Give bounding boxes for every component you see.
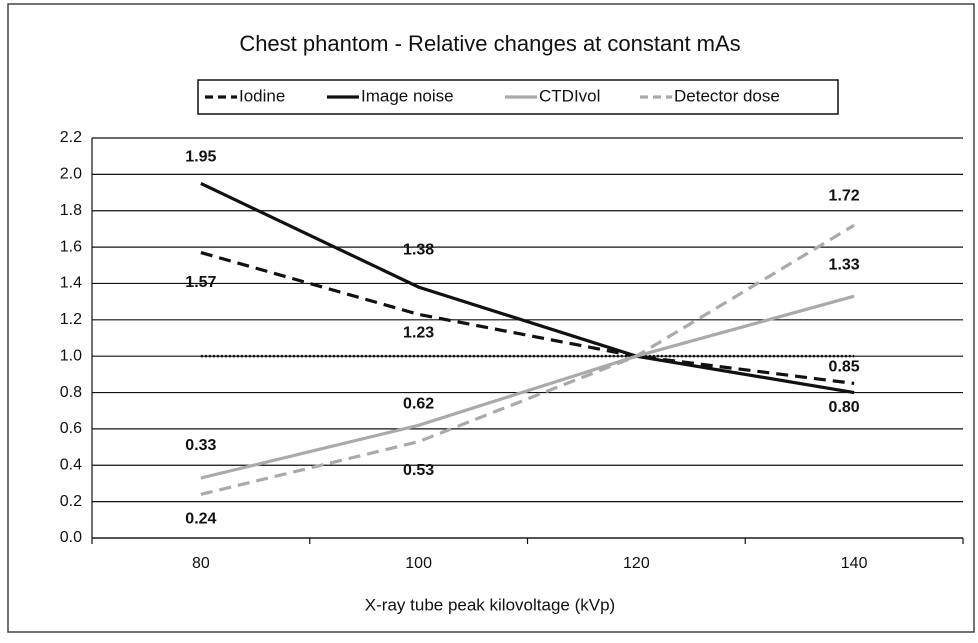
series-line — [200, 182, 855, 395]
y-tick-label: 1.4 — [60, 275, 82, 292]
y-tick-label: 0.6 — [60, 420, 82, 437]
y-tick-label: 1.2 — [60, 311, 82, 328]
series-line — [200, 251, 855, 386]
y-tick-label: 1.6 — [60, 238, 82, 255]
chart-title: Chest phantom - Relative changes at cons… — [239, 31, 740, 56]
data-label: 0.24 — [185, 511, 216, 528]
y-tick-label: 0.8 — [60, 384, 82, 401]
data-label: 0.85 — [829, 359, 860, 376]
x-tick-label: 100 — [405, 555, 432, 572]
y-tick-label: 1.8 — [60, 202, 82, 219]
data-label: 0.80 — [829, 399, 860, 416]
x-tick-label: 140 — [841, 555, 868, 572]
data-label: 1.23 — [403, 325, 434, 342]
x-tick-label: 120 — [623, 555, 650, 572]
data-label: 0.33 — [185, 437, 216, 454]
y-tick-label: 2.0 — [60, 166, 82, 183]
y-tick-label: 0.2 — [60, 493, 82, 510]
legend-label: CTDIvol — [539, 86, 600, 105]
data-label: 1.38 — [403, 241, 434, 258]
legend-label: Detector dose — [674, 86, 780, 105]
data-label: 1.72 — [829, 187, 860, 204]
legend-label: Image noise — [361, 86, 454, 105]
x-tick-label: 80 — [192, 555, 210, 572]
data-label: 0.53 — [403, 462, 434, 479]
series-line — [200, 294, 855, 480]
x-axis-title: X-ray tube peak kilovoltage (kVp) — [365, 595, 615, 614]
y-tick-label: 0.0 — [60, 529, 82, 546]
legend-label: Iodine — [239, 86, 285, 105]
data-label: 0.62 — [403, 395, 434, 412]
data-label: 1.95 — [185, 149, 216, 166]
y-tick-label: 2.2 — [60, 129, 82, 146]
data-label: 1.57 — [185, 274, 216, 291]
y-tick-label: 0.4 — [60, 456, 82, 473]
data-label: 1.33 — [829, 256, 860, 273]
y-tick-label: 1.0 — [60, 347, 82, 364]
